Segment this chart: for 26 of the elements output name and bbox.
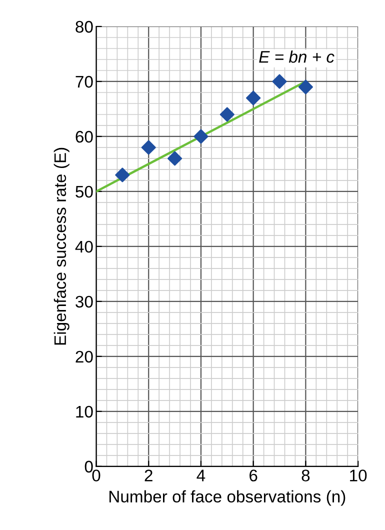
point — [298, 80, 313, 94]
point — [272, 74, 287, 89]
x-tick-label: 0 — [92, 470, 100, 482]
y-tick-label: 50 — [76, 186, 93, 198]
point — [246, 90, 261, 106]
point — [194, 129, 208, 144]
x-tick-label: 10 — [350, 470, 367, 482]
x-axis-title: Number of face observations (n) — [109, 490, 346, 506]
y-axis-title: Eigenface success rate (E) — [54, 148, 70, 345]
y-tick-label: 80 — [76, 20, 93, 33]
point — [168, 151, 182, 166]
x-tick-label: 8 — [302, 470, 310, 482]
y-tick-label: 40 — [75, 240, 93, 253]
annotation: E = bn + c — [259, 50, 334, 63]
y-tick-label: 60 — [76, 130, 93, 143]
x-tick-label: 4 — [196, 470, 206, 482]
point — [115, 168, 130, 182]
y-tick-label: 10 — [76, 406, 93, 418]
y-tick-label: 70 — [76, 76, 93, 88]
y-tick-label: 20 — [76, 350, 93, 363]
point — [220, 107, 234, 122]
point — [141, 140, 156, 155]
y-tick-label: 0 — [84, 460, 93, 473]
x-tick-label: 2 — [144, 470, 152, 482]
x-tick-label: 6 — [250, 470, 258, 482]
y-tick-label: 30 — [76, 296, 93, 308]
